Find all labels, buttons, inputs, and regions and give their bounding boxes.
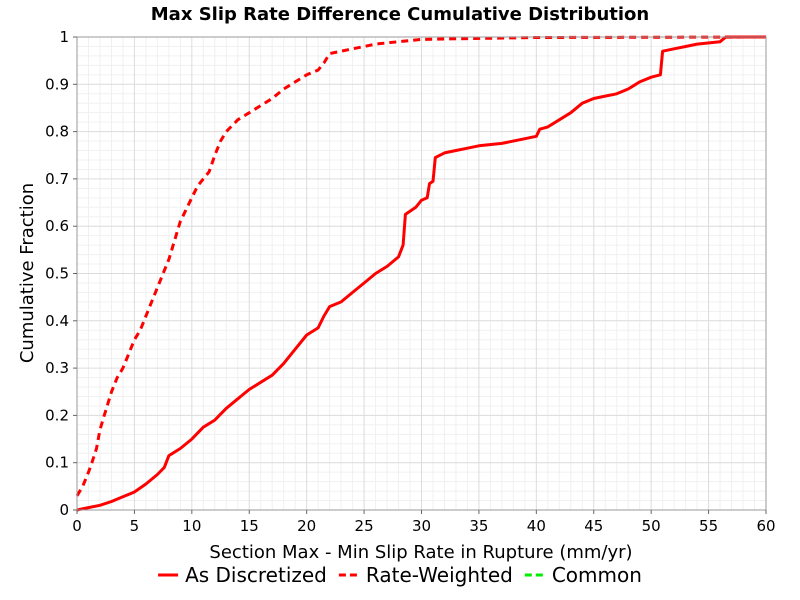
y-tick-label: 0.9 bbox=[45, 75, 69, 93]
y-tick-label: 0.1 bbox=[45, 454, 69, 472]
x-tick-label: 15 bbox=[240, 517, 259, 535]
chart-title: Max Slip Rate Difference Cumulative Dist… bbox=[151, 4, 649, 25]
x-tick-label: 50 bbox=[642, 517, 661, 535]
legend: As Discretized Rate-Weighted Common bbox=[158, 563, 642, 587]
y-tick-label: 0.5 bbox=[45, 265, 69, 283]
y-tick-label: 0.8 bbox=[45, 123, 69, 141]
axis-ticks: 0 5 10 15 20 25 30 35 40 45 50 55 60 0 0.1 0.2 0.3 0.4 0.5… bbox=[45, 28, 775, 535]
series-lines bbox=[75, 35, 767, 512]
legend-label-as-discretized: As Discretized bbox=[185, 563, 327, 587]
y-tick-label: 1 bbox=[59, 28, 69, 46]
x-tick-label: 35 bbox=[469, 517, 488, 535]
y-tick-label: 0.6 bbox=[45, 217, 69, 235]
y-axis-label: Cumulative Fraction bbox=[17, 183, 38, 363]
x-tick-label: 60 bbox=[756, 517, 775, 535]
grid-lines bbox=[76, 36, 767, 511]
x-tick-label: 5 bbox=[130, 517, 140, 535]
y-tick-label: 0.4 bbox=[45, 312, 69, 330]
series-line-rate-weighted bbox=[75, 35, 767, 497]
legend-label-rate-weighted: Rate-Weighted bbox=[366, 563, 513, 587]
series-line-as-discretized bbox=[76, 35, 766, 512]
x-tick-label: 0 bbox=[72, 517, 82, 535]
x-tick-label: 40 bbox=[527, 517, 546, 535]
x-axis-label: Section Max - Min Slip Rate in Rupture (… bbox=[209, 542, 632, 563]
y-tick-label: 0.3 bbox=[45, 359, 69, 377]
x-tick-label: 20 bbox=[297, 517, 316, 535]
x-tick-label: 45 bbox=[584, 517, 603, 535]
x-tick-label: 25 bbox=[355, 517, 374, 535]
x-tick-label: 30 bbox=[412, 517, 431, 535]
y-tick-label: 0 bbox=[59, 501, 69, 519]
legend-label-common: Common bbox=[552, 563, 642, 587]
x-tick-label: 55 bbox=[699, 517, 718, 535]
y-tick-label: 0.7 bbox=[45, 170, 69, 188]
x-tick-label: 10 bbox=[182, 517, 201, 535]
y-tick-label: 0.2 bbox=[45, 406, 69, 424]
